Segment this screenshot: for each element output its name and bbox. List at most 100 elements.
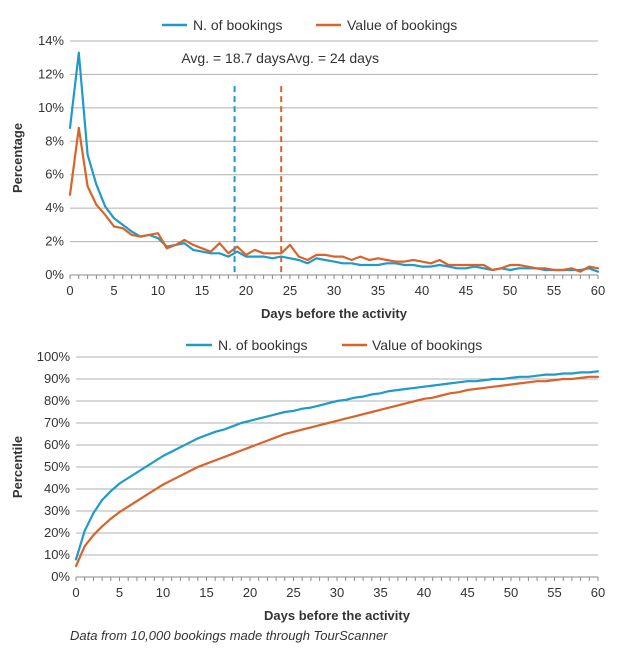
x-axis-title: Days before the activity <box>261 306 408 321</box>
data-point-s1 <box>403 264 406 266</box>
data-point-s1 <box>465 267 467 270</box>
series-line-1 <box>68 51 600 273</box>
data-point-s1 <box>544 373 547 376</box>
data-point-s1 <box>69 127 71 129</box>
legend-label-2: Value of bookings <box>347 17 457 33</box>
data-point-s1 <box>385 262 388 265</box>
legend-label-1: N. of bookings <box>218 337 308 353</box>
data-point-s2 <box>536 380 538 383</box>
data-point-s2 <box>77 127 80 129</box>
data-point-s1 <box>86 153 89 156</box>
data-point-s2 <box>553 379 556 381</box>
data-point-s2 <box>368 259 371 261</box>
y-tick-label-6: 6% <box>45 167 64 182</box>
data-point-s2 <box>139 235 142 238</box>
data-point-s1 <box>214 430 217 433</box>
data-point-s2 <box>447 264 450 266</box>
data-point-s2 <box>121 227 124 230</box>
y-tick-label-0: 0% <box>51 569 70 584</box>
data-point-s2 <box>253 249 256 251</box>
data-point-s2 <box>306 259 309 261</box>
data-point-s1 <box>484 379 486 381</box>
data-point-s2 <box>297 255 300 258</box>
data-point-s1 <box>336 400 338 402</box>
data-point-s1 <box>344 399 347 401</box>
data-point-s2 <box>377 257 379 260</box>
y-tick-label-12: 12% <box>38 66 64 81</box>
data-point-s2 <box>95 203 98 206</box>
data-point-s1 <box>292 410 295 412</box>
data-point-s1 <box>289 257 291 260</box>
data-point-s2 <box>482 264 485 266</box>
data-point-s2 <box>379 408 382 411</box>
data-point-s2 <box>403 260 406 263</box>
data-point-s1 <box>318 404 321 407</box>
x-tick-label-15: 15 <box>195 283 209 298</box>
data-point-s1 <box>421 265 423 268</box>
data-point-s2 <box>196 466 199 468</box>
data-point-s2 <box>510 383 512 386</box>
data-point-s1 <box>588 371 591 374</box>
average-label-2: Avg. = 24 days <box>286 50 379 66</box>
series-line-2 <box>74 375 600 568</box>
data-point-s2 <box>218 242 221 245</box>
data-point-s2 <box>544 380 547 383</box>
data-point-s1 <box>475 380 478 383</box>
data-point-s2 <box>148 233 151 236</box>
data-point-s1 <box>136 471 138 474</box>
data-point-s2 <box>579 270 582 273</box>
x-tick-label-25: 25 <box>286 585 300 600</box>
data-point-s2 <box>266 439 269 442</box>
data-point-s2 <box>466 389 469 391</box>
data-point-s2 <box>83 545 86 548</box>
data-point-s1 <box>388 390 391 392</box>
data-point-s2 <box>501 384 504 387</box>
y-tick-label-8: 8% <box>45 133 64 148</box>
data-point-s1 <box>127 477 130 479</box>
y-tick-label-40: 40% <box>44 481 70 496</box>
data-point-s1 <box>509 269 511 271</box>
data-point-s1 <box>157 237 159 240</box>
x-tick-label-60: 60 <box>591 283 605 298</box>
data-point-s1 <box>192 249 195 251</box>
data-point-s1 <box>456 267 459 270</box>
legend-label-1: N. of bookings <box>193 17 283 33</box>
data-point-s1 <box>118 482 121 485</box>
data-point-s2 <box>257 443 260 445</box>
y-tick-label-2: 2% <box>45 234 64 249</box>
data-point-s2 <box>588 265 591 268</box>
data-point-s2 <box>214 459 217 462</box>
data-point-s2 <box>429 262 432 265</box>
data-point-s1 <box>327 402 330 405</box>
data-point-s1 <box>257 417 260 420</box>
y-axis-title: Percentage <box>10 123 25 193</box>
data-point-s1 <box>482 267 485 270</box>
data-point-s2 <box>423 397 425 400</box>
data-point-s1 <box>240 422 243 424</box>
data-point-s2 <box>517 264 520 266</box>
data-point-s1 <box>275 413 277 416</box>
data-point-s2 <box>136 500 138 502</box>
data-point-s1 <box>236 250 239 253</box>
data-point-s1 <box>492 378 495 380</box>
data-point-s2 <box>509 264 511 266</box>
data-point-s2 <box>362 413 364 416</box>
data-point-s2 <box>86 185 89 188</box>
data-point-s2 <box>127 505 130 508</box>
data-point-s2 <box>526 265 529 268</box>
x-tick-label-35: 35 <box>373 585 387 600</box>
y-axis-title: Percentile <box>10 436 25 498</box>
x-tick-label-40: 40 <box>415 283 429 298</box>
data-point-s2 <box>240 449 243 452</box>
x-tick-label-45: 45 <box>460 585 474 600</box>
data-point-s2 <box>165 247 168 250</box>
data-point-s1 <box>449 382 451 385</box>
data-point-s2 <box>570 267 573 270</box>
y-tick-label-0: 0% <box>45 267 64 282</box>
data-point-s2 <box>456 264 459 266</box>
data-point-s2 <box>571 378 573 380</box>
data-point-s2 <box>527 381 530 384</box>
data-point-s1 <box>170 450 173 453</box>
data-point-s1 <box>92 512 95 515</box>
data-point-s1 <box>412 264 415 266</box>
